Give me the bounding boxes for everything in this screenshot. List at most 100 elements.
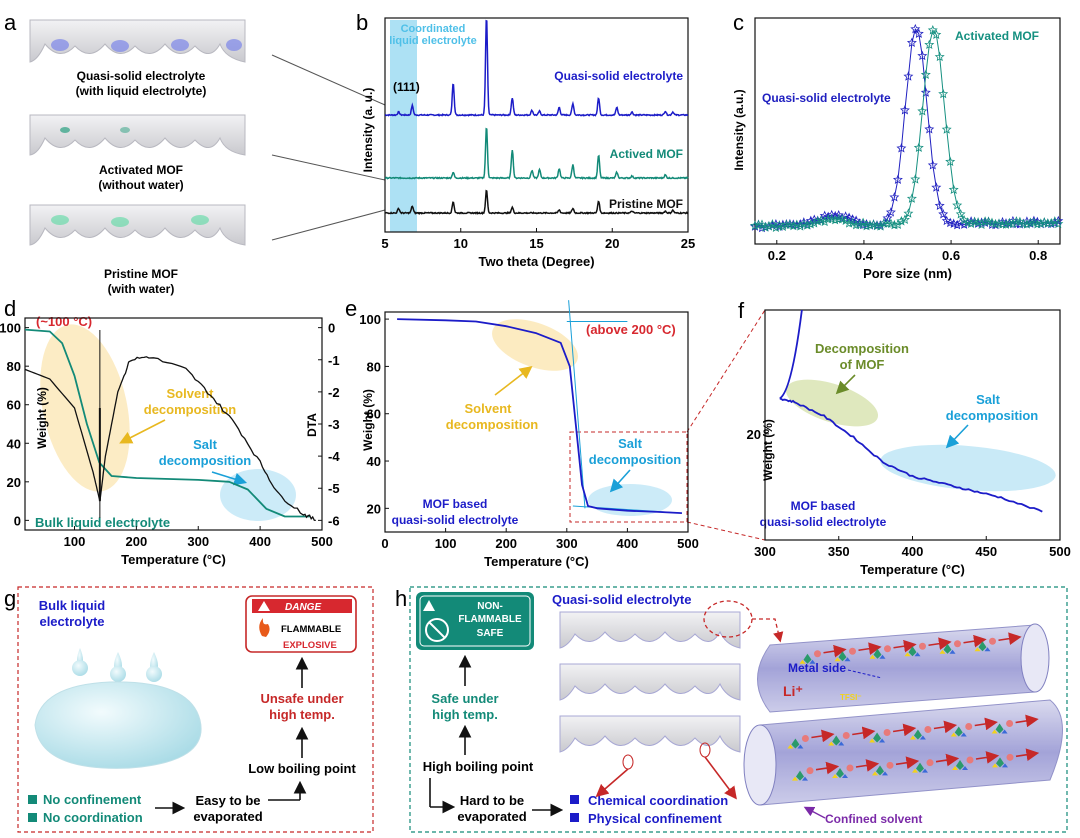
xrd-series-label-1: Actived MOF <box>610 147 683 161</box>
pore-star-marker <box>1007 218 1018 229</box>
panel-b: b Coordinated liquid electrolyte (111) 5… <box>356 10 695 269</box>
li-ion <box>842 732 850 739</box>
x-tick-label: 500 <box>1049 544 1071 559</box>
xrd-series-label-0: Quasi-solid electrolyte <box>554 69 683 83</box>
pore-star-marker <box>1046 217 1057 228</box>
pore-star-marker <box>910 23 921 34</box>
bullet-square <box>570 795 579 804</box>
tfsi-anion <box>836 768 844 778</box>
tfsi-anion <box>943 643 952 654</box>
mof-label-f-2: quasi-solid electrolyte <box>760 515 887 529</box>
pore-star-marker <box>833 213 844 224</box>
pore-star-marker <box>917 50 928 61</box>
tfsi-anion <box>974 647 981 652</box>
y-axis-label: Weight (%) <box>35 387 49 449</box>
bullet-no-coordination: No coordination <box>43 810 143 825</box>
zoom-line-top <box>686 309 766 433</box>
tfsi-label: TFSI⁻ <box>840 693 862 702</box>
pore-star-marker <box>872 220 882 231</box>
li-ion <box>1006 720 1014 727</box>
tfsi-anion <box>912 768 918 773</box>
li-ion <box>884 645 891 653</box>
bullet-chem-coord: Chemical coordination <box>588 793 728 808</box>
onset-tangent <box>568 300 586 509</box>
mof-dec-label-f: Decomposition <box>815 341 909 356</box>
ion-flow-arrow <box>895 756 920 770</box>
ion-flow-arrow <box>815 761 840 775</box>
y-tick-label: 60 <box>367 407 381 422</box>
pore-star-marker <box>777 221 788 231</box>
badge-flammable: FLAMMABLE <box>458 614 522 625</box>
pore-star-marker <box>955 209 966 219</box>
pore-star-marker <box>1011 216 1022 226</box>
pore-star-marker <box>934 200 945 210</box>
tfsi-anion <box>869 738 876 743</box>
x-axis-label: Temperature (°C) <box>860 562 965 577</box>
label-quasi-solid-sub: (with liquid electrolyte) <box>76 84 207 98</box>
tfsi-anion <box>954 726 963 737</box>
panel-g-letter: g <box>4 586 16 611</box>
pore-star-marker <box>931 182 942 192</box>
no-fire-icon <box>425 618 449 642</box>
pore-star-marker <box>920 87 931 97</box>
panel-d: d (~100 °C) Solvent decomposition Salt d… <box>0 296 340 567</box>
panel-c-letter: c <box>733 10 744 35</box>
confined-solvent-label: Confined solvent <box>825 812 922 826</box>
bullet-no-confinement: No confinement <box>43 792 142 807</box>
salt-label-e-2: decomposition <box>589 452 682 467</box>
li-ion <box>806 767 814 775</box>
tfsi-anion <box>909 735 916 740</box>
x-tick-label: 450 <box>975 544 997 559</box>
panel-d-letter: d <box>4 296 16 321</box>
y2-tick-label: 0 <box>328 321 335 336</box>
ion-flow-arrow <box>892 723 917 737</box>
x-axis-label: Temperature (°C) <box>484 554 589 569</box>
y2-tick-label: -3 <box>328 417 340 432</box>
pore-star-marker <box>823 213 834 224</box>
salt-arrow-e <box>609 469 631 493</box>
zoom-box-e <box>569 431 688 523</box>
x-tick-label: 100 <box>435 536 457 551</box>
pore-star-marker <box>802 220 813 230</box>
mof-slab-quasi <box>29 19 246 63</box>
x-tick-label: 300 <box>754 544 776 559</box>
xrd-series-label-2: Pristine MOF <box>609 197 683 211</box>
label-quasi-solid: Quasi-solid electrolyte <box>77 69 206 83</box>
tfsi-anion <box>879 654 886 659</box>
label-pristine-mof: Pristine MOF <box>104 267 178 281</box>
ion-flow-arrow <box>933 720 958 734</box>
badge-safe: SAFE <box>477 628 504 639</box>
salt-zone-d <box>220 469 296 521</box>
salt-label-f: Salt <box>976 392 1001 407</box>
bulk-title-g: Bulk liquid <box>39 598 106 613</box>
tfsi-anion <box>919 735 926 740</box>
pore-star-marker <box>924 39 935 50</box>
unsafe-label: Unsafe under <box>260 691 343 706</box>
tfsi-anion <box>991 729 998 734</box>
pore-star-marker <box>997 219 1008 229</box>
y-tick-label: 100 <box>359 312 381 327</box>
li-ion <box>919 642 926 650</box>
x-tick-label: 200 <box>495 536 517 551</box>
connector-pristine <box>271 209 386 241</box>
tfsi-anion <box>996 757 1004 768</box>
li-ion <box>989 637 996 645</box>
tfsi-anion <box>914 652 921 657</box>
tfsi-anion <box>838 651 847 662</box>
metal-side-pointer <box>847 669 883 679</box>
tfsi-anion <box>908 646 917 657</box>
y2-tick-label: -6 <box>328 513 340 528</box>
pore-star-marker <box>795 221 806 231</box>
x-tick-label: 10 <box>454 236 468 251</box>
pore-star-marker <box>938 88 949 99</box>
tfsi-anion <box>922 768 928 773</box>
x-tick-label: 400 <box>617 536 639 551</box>
pore-star-marker <box>896 215 907 226</box>
weight-upturn <box>779 309 803 400</box>
x-tick-label: 350 <box>828 544 850 559</box>
tfsi-anion <box>952 766 958 770</box>
tfsi-anion <box>984 647 991 652</box>
li-ion <box>965 723 973 730</box>
li-ion <box>926 759 934 767</box>
plot-frame <box>384 311 689 533</box>
